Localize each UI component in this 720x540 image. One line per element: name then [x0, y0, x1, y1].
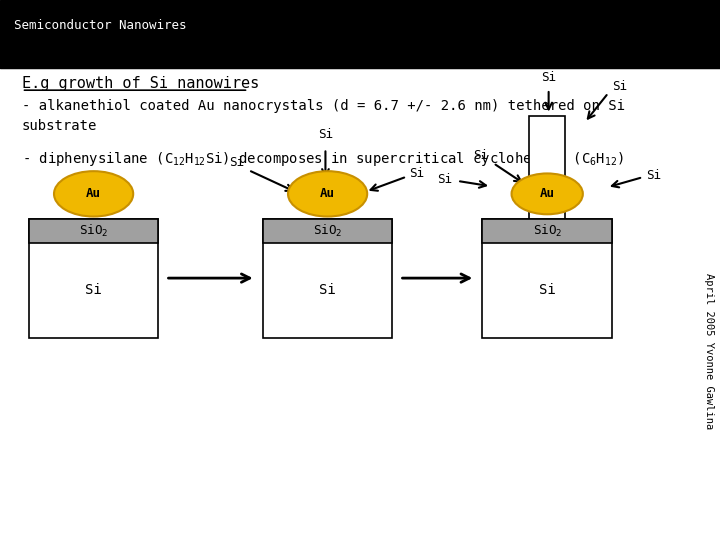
Text: Si: Si	[647, 169, 661, 182]
Text: Si: Si	[319, 284, 336, 297]
Ellipse shape	[512, 173, 583, 214]
Text: Au: Au	[86, 187, 101, 200]
Bar	[263, 219, 392, 243]
Text: Si: Si	[474, 149, 488, 162]
Text: Si: Si	[539, 284, 556, 297]
Text: Au: Au	[320, 187, 335, 200]
Text: Semiconductor Nanowires: Semiconductor Nanowires	[14, 19, 187, 32]
Text: Si: Si	[541, 71, 556, 84]
Text: Si: Si	[612, 80, 626, 93]
Text: - diphenysilane ($\mathregular{C_{12}H_{12}}$Si) decomposes in supercritical cyc: - diphenysilane ($\mathregular{C_{12}H_{…	[22, 150, 624, 168]
Text: SiO$_2$: SiO$_2$	[313, 223, 342, 239]
Text: Si: Si	[229, 156, 243, 168]
Text: SiO$_2$: SiO$_2$	[79, 223, 108, 239]
Ellipse shape	[54, 171, 133, 217]
Text: E.g growth of Si nanowires: E.g growth of Si nanowires	[22, 76, 259, 91]
Bar	[29, 219, 158, 243]
Bar	[263, 219, 392, 338]
Text: Fluid Liquid Solid mechanism: Fluid Liquid Solid mechanism	[130, 30, 590, 58]
Bar	[29, 219, 158, 338]
Text: Si: Si	[85, 284, 102, 297]
Text: Au: Au	[540, 187, 554, 200]
Bar	[0, 0, 720, 68]
Text: - alkanethiol coated Au nanocrystals (d = 6.7 +/- 2.6 nm) tethered on Si
substra: - alkanethiol coated Au nanocrystals (d …	[22, 99, 625, 133]
Text: Si: Si	[438, 173, 452, 186]
Text: SiO$_2$: SiO$_2$	[533, 223, 562, 239]
Bar	[482, 219, 612, 338]
Text: April 2005 Yvonne Gawlina: April 2005 Yvonne Gawlina	[704, 273, 714, 429]
Ellipse shape	[288, 171, 367, 217]
Text: Si: Si	[318, 129, 333, 141]
Bar	[529, 116, 565, 219]
Text: Si: Si	[409, 167, 423, 180]
Bar	[482, 219, 612, 243]
